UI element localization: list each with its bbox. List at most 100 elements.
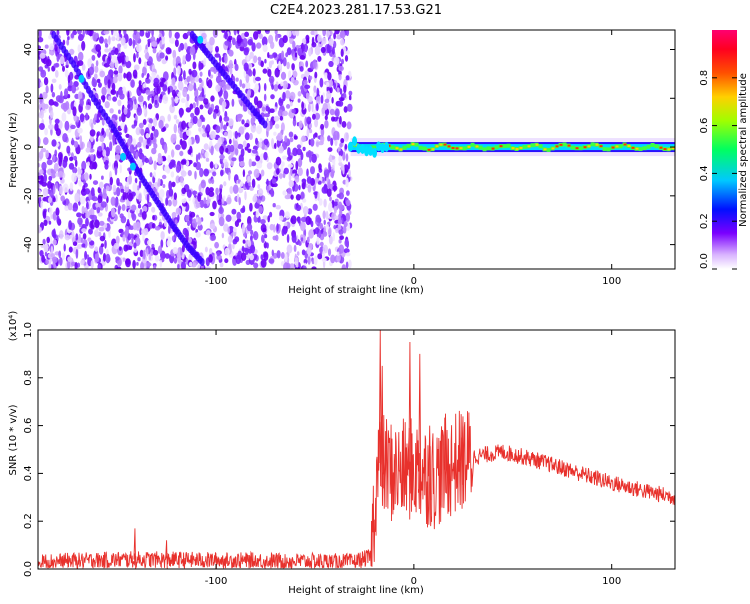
noise-speckle <box>192 190 198 195</box>
noise-speckle <box>173 192 177 200</box>
noise-speckle <box>96 78 101 83</box>
noise-speckle <box>110 89 117 95</box>
noise-speckle <box>45 59 52 67</box>
noise-speckle <box>104 43 109 48</box>
noise-speckle <box>264 30 269 33</box>
noise-speckle <box>41 161 47 171</box>
noise-speckle <box>250 229 254 236</box>
noise-speckle <box>208 187 214 193</box>
noise-speckle <box>50 253 55 258</box>
noise-speckle <box>145 132 150 139</box>
noise-speckle <box>249 253 255 261</box>
noise-speckle <box>264 234 268 239</box>
signal-band-peak <box>399 148 403 151</box>
snr-spike <box>428 425 432 501</box>
noise-speckle <box>291 108 296 114</box>
noise-speckle <box>223 181 227 187</box>
noise-speckle <box>171 97 175 108</box>
noise-speckle <box>206 131 210 138</box>
noise-speckle <box>188 122 193 129</box>
noise-speckle <box>199 71 203 77</box>
noise-speckle <box>197 152 201 160</box>
noise-speckle <box>199 167 204 178</box>
noise-speckle <box>105 128 110 137</box>
noise-speckle <box>205 266 212 269</box>
noise-speckle <box>326 43 332 54</box>
noise-speckle <box>258 188 264 197</box>
noise-speckle <box>195 231 201 238</box>
noise-speckle <box>198 60 202 71</box>
noise-speckle <box>226 122 229 127</box>
noise-speckle <box>128 174 132 185</box>
signal-band-core <box>562 142 567 147</box>
noise-speckle <box>339 142 343 148</box>
noise-speckle <box>102 192 108 200</box>
noise-speckle <box>229 144 235 153</box>
noise-speckle <box>320 123 325 130</box>
noise-speckle <box>100 201 107 208</box>
noise-speckle <box>115 187 121 197</box>
noise-speckle <box>166 239 171 247</box>
noise-speckle <box>275 204 282 210</box>
noise-speckle <box>175 89 179 95</box>
noise-speckle <box>118 65 123 74</box>
noise-speckle <box>329 108 335 116</box>
noise-speckle <box>340 48 344 57</box>
noise-speckle <box>306 168 309 177</box>
noise-speckle <box>192 102 196 109</box>
signal-band-core <box>638 147 643 152</box>
noise-speckle <box>78 179 83 187</box>
noise-speckle <box>238 196 241 206</box>
noise-speckle <box>273 84 279 92</box>
noise-speckle <box>138 122 144 129</box>
noise-speckle <box>39 52 46 59</box>
noise-speckle <box>192 61 197 70</box>
noise-speckle <box>138 180 142 189</box>
noise-speckle <box>38 66 44 72</box>
noise-speckle <box>67 36 70 41</box>
noise-speckle <box>118 116 122 122</box>
noise-speckle <box>41 254 45 263</box>
noise-speckle <box>179 131 183 139</box>
noise-speckle <box>320 134 325 144</box>
noise-speckle <box>247 240 252 247</box>
noise-speckle <box>228 243 232 249</box>
noise-speckle <box>302 146 306 152</box>
noise-speckle <box>112 96 117 102</box>
noise-speckle <box>291 30 298 36</box>
noise-speckle <box>180 170 187 177</box>
noise-speckle <box>260 169 265 177</box>
noise-speckle <box>145 89 151 95</box>
snr-series-line <box>38 410 675 569</box>
spectrogram-y-tick-label: 20 <box>23 92 34 105</box>
noise-speckle <box>82 185 86 193</box>
noise-speckle <box>249 202 253 212</box>
noise-speckle <box>154 99 158 106</box>
signal-band-core <box>538 144 543 149</box>
noise-speckle <box>263 251 269 261</box>
noise-speckle <box>95 137 99 142</box>
noise-speckle <box>171 77 176 86</box>
noise-speckle <box>79 135 83 145</box>
noise-speckle <box>139 30 145 37</box>
noise-speckle <box>198 77 202 83</box>
noise-speckle <box>69 182 74 192</box>
noise-speckle <box>153 142 158 149</box>
noise-speckle <box>253 55 258 63</box>
noise-speckle <box>234 147 239 156</box>
noise-speckle <box>153 264 157 269</box>
noise-speckle <box>162 84 168 92</box>
noise-speckle <box>275 123 280 129</box>
noise-speckle <box>337 213 341 223</box>
noise-speckle <box>174 96 179 104</box>
noise-speckle <box>255 210 260 218</box>
noise-speckle <box>247 216 252 226</box>
noise-speckle <box>160 137 165 146</box>
noise-speckle <box>46 236 50 244</box>
noise-speckle <box>334 108 340 118</box>
noise-speckle <box>218 216 225 227</box>
noise-speckle <box>159 189 165 198</box>
noise-speckle <box>263 138 269 145</box>
noise-speckle <box>72 106 77 117</box>
